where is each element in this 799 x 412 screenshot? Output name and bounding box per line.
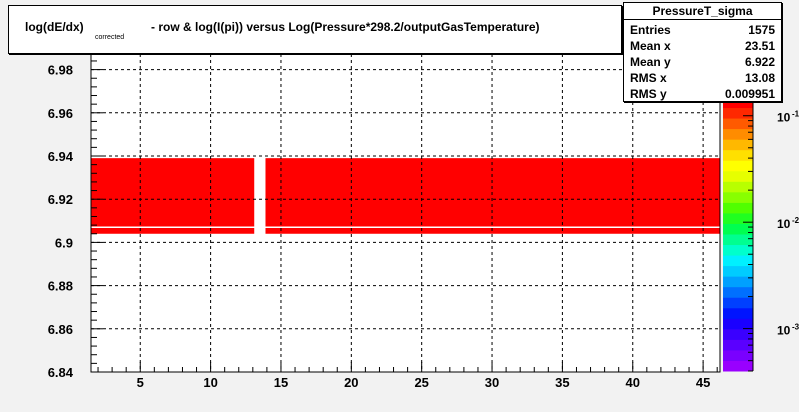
stats-title: PressureT_sigma: [624, 3, 781, 20]
stats-value: 1575: [748, 23, 775, 37]
title-box: log(dE/dx) - row & log(I(pi)) versus Log…: [8, 5, 622, 54]
title-main: log(dE/dx): [25, 20, 84, 34]
stats-row: Mean x 23.51: [630, 38, 775, 54]
y-tick-label: 6.88: [48, 279, 73, 294]
stats-row: Entries 1575: [630, 22, 775, 38]
stats-row: RMS y 0.009951: [630, 86, 775, 102]
colorbar-cell: [723, 107, 753, 119]
colorbar-cell: [723, 255, 753, 267]
heatmap-cell: [91, 158, 255, 234]
x-tick-label: 5: [137, 375, 144, 390]
colorbar-tick-exp: -3: [792, 323, 799, 332]
colorbar-cell: [723, 128, 753, 140]
colorbar-cell: [723, 297, 753, 309]
colorbar-cell: [723, 318, 753, 330]
colorbar-cell: [723, 265, 753, 277]
colorbar-cell: [723, 118, 753, 130]
colorbar-cell: [723, 149, 753, 161]
x-tick-label: 45: [696, 375, 710, 390]
y-tick-label: 6.84: [48, 365, 74, 380]
stats-row: RMS x 13.08: [630, 70, 775, 86]
y-tick-label: 6.96: [48, 106, 73, 121]
colorbar-cell: [723, 160, 753, 172]
stats-key: Entries: [630, 23, 671, 37]
x-tick-label: 15: [274, 375, 288, 390]
colorbar-cell: [723, 181, 753, 193]
colorbar-tick-base: 10: [777, 217, 791, 231]
stats-key: Mean y: [630, 55, 671, 69]
title-rest: - row & log(I(pi)) versus Log(Pressure*2…: [147, 20, 540, 34]
colorbar-cell: [723, 328, 753, 340]
x-tick-label: 40: [626, 375, 640, 390]
colorbar-cell: [723, 212, 753, 224]
stats-value: 6.922: [744, 55, 775, 69]
colorbar-cell: [723, 360, 753, 372]
colorbar-tick-exp: -2: [792, 216, 799, 225]
colorbar-tick-base: 10: [777, 111, 791, 125]
plot-title: log(dE/dx) - row & log(I(pi)) versus Log…: [25, 20, 540, 34]
stats-value: 13.08: [744, 71, 775, 85]
y-tick-label: 6.98: [48, 63, 73, 78]
stats-box: PressureT_sigma Entries 1575 Mean x 23.51 Me…: [623, 2, 782, 102]
stats-key: Mean x: [630, 39, 671, 53]
colorbar-cell: [723, 244, 753, 256]
colorbar-tick-exp: -1: [792, 110, 799, 119]
x-tick-label: 25: [414, 375, 428, 390]
stats-value: 0.009951: [724, 87, 775, 101]
colorbar-cell: [723, 276, 753, 288]
colorbar-cell: [723, 191, 753, 203]
x-tick-label: 30: [485, 375, 499, 390]
colorbar-cell: [723, 139, 753, 151]
colorbar-cell: [723, 202, 753, 214]
stats-key: RMS x: [630, 71, 667, 85]
y-tick-label: 6.92: [48, 192, 73, 207]
colorbar-cell: [723, 349, 753, 361]
stats-key: RMS y: [630, 87, 667, 101]
colorbar-cell: [723, 170, 753, 182]
colorbar-cell: [723, 223, 753, 235]
heatmap-cell: [265, 158, 720, 234]
x-tick-label: 35: [555, 375, 569, 390]
colorbar-cell: [723, 307, 753, 319]
colorbar-cell: [723, 339, 753, 351]
x-tick-label: 10: [203, 375, 217, 390]
y-tick-label: 6.86: [48, 322, 73, 337]
colorbar-tick-base: 10: [777, 324, 791, 338]
y-tick-label: 6.9: [55, 235, 73, 250]
stats-row: Mean y 6.922: [630, 54, 775, 70]
colorbar-cell: [723, 286, 753, 298]
y-tick-label: 6.94: [48, 149, 74, 164]
x-tick-label: 20: [344, 375, 358, 390]
title-subscript: corrected: [95, 34, 125, 41]
colorbar-cell: [723, 234, 753, 246]
stats-value: 23.51: [744, 39, 775, 53]
colorbar-cell: [723, 97, 753, 109]
